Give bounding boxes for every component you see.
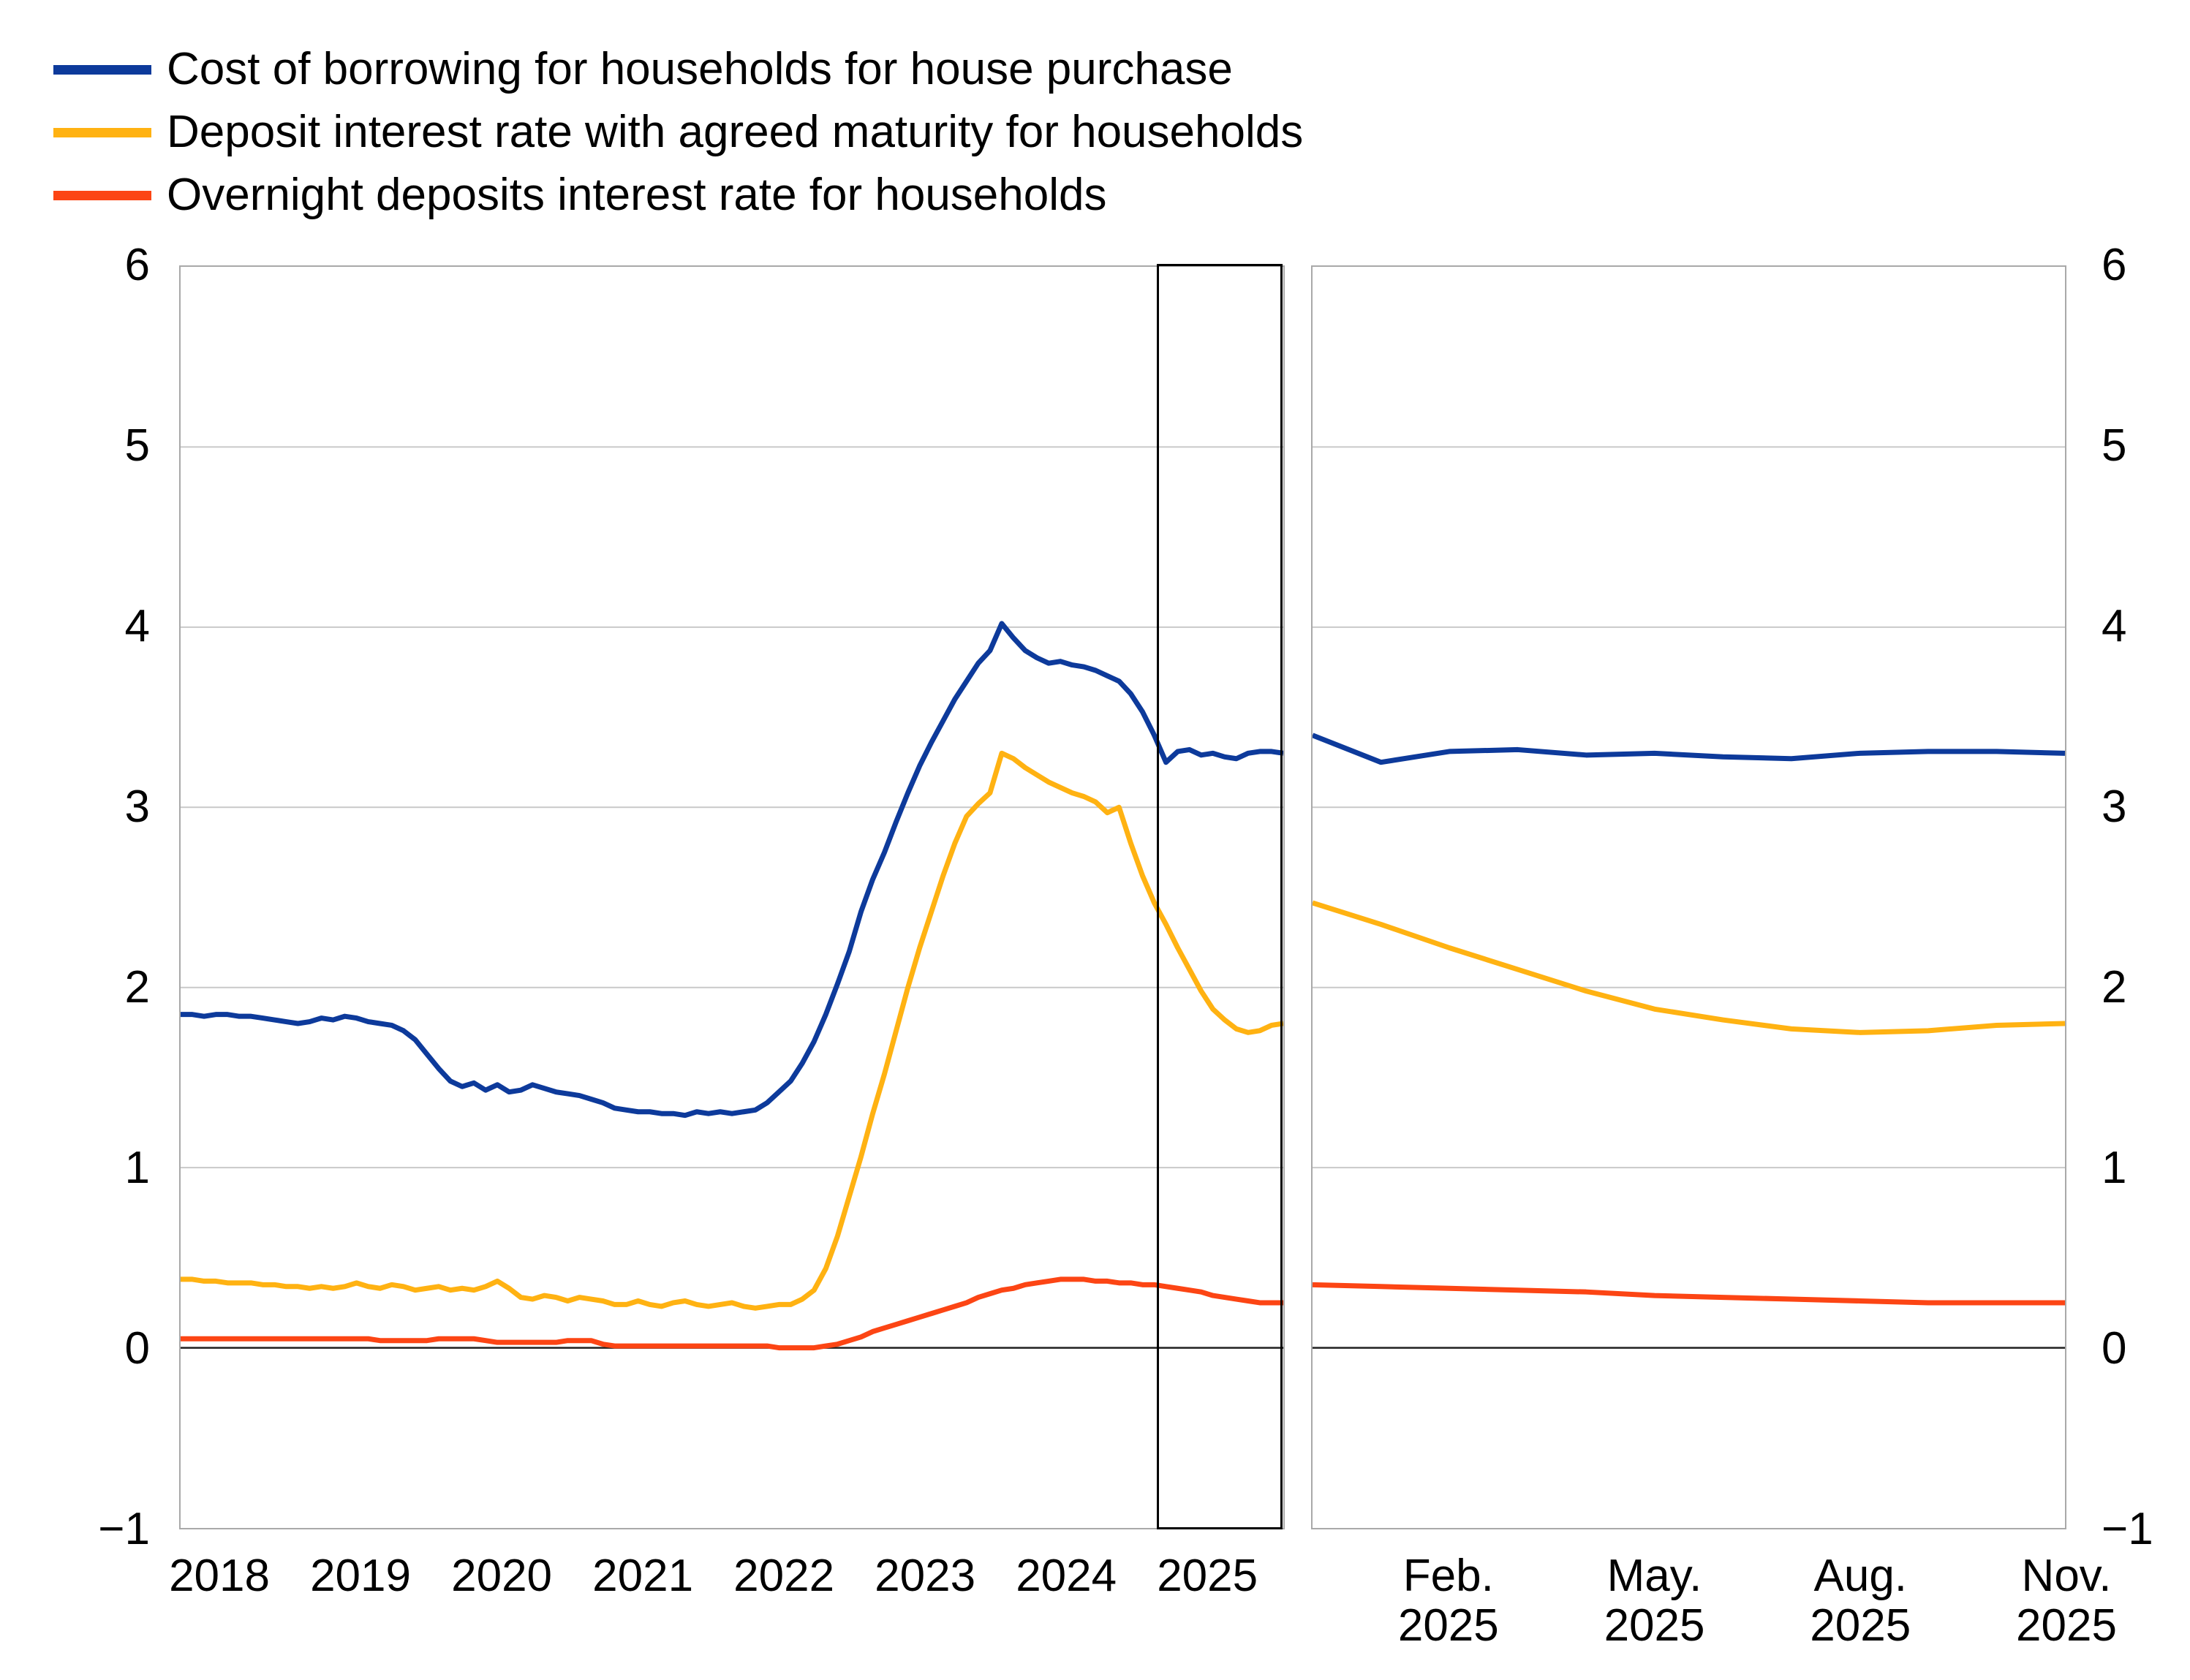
series-line: [181, 624, 1283, 1116]
legend: Cost of borrowing for households for hou…: [53, 38, 1303, 227]
main-chart-plot: [181, 267, 1283, 1528]
y-tick-label: 1: [124, 1143, 150, 1193]
y-tick-label: −1: [98, 1504, 150, 1554]
y-tick-label: 4: [124, 601, 150, 651]
y-tick-label: 2: [2102, 962, 2127, 1013]
x-tick-month-year: 2025: [2016, 1600, 2117, 1651]
x-tick-month-year: 2025: [1604, 1600, 1705, 1651]
y-tick-label: 0: [2102, 1323, 2127, 1374]
legend-label: Deposit interest rate with agreed maturi…: [167, 107, 1304, 157]
x-tick-year: 2020: [451, 1551, 553, 1601]
x-axis-months: Feb. 2025 May. 2025 Aug. 2025 Nov. 2025: [1311, 1551, 2117, 1661]
main-chart-panel: [179, 265, 1285, 1529]
series-line: [181, 753, 1283, 1308]
x-tick-year: 2018: [169, 1551, 270, 1601]
y-tick-label: 3: [2102, 782, 2127, 832]
x-tick-year: 2022: [733, 1551, 835, 1601]
x-tick-month: Nov. 2025: [2016, 1551, 2117, 1651]
x-tick-year: 2021: [592, 1551, 694, 1601]
x-tick-year: 2023: [875, 1551, 976, 1601]
y-tick-label: 6: [2102, 240, 2127, 290]
legend-item-overnight-deposits: Overnight deposits interest rate for hou…: [53, 164, 1303, 227]
legend-label: Overnight deposits interest rate for hou…: [167, 170, 1107, 220]
y-tick-label: 6: [124, 240, 150, 290]
legend-label: Cost of borrowing for households for hou…: [167, 44, 1233, 94]
x-tick-month-year: 2025: [1810, 1600, 1911, 1651]
legend-line-blue-icon: [53, 64, 151, 75]
series-line: [181, 1279, 1283, 1348]
x-tick-month: Feb. 2025: [1397, 1551, 1499, 1651]
y-tick-label: 5: [2102, 420, 2127, 471]
x-tick-year: 2024: [1016, 1551, 1117, 1601]
y-tick-label: 2: [124, 962, 150, 1013]
y-tick-label: 4: [2102, 601, 2127, 651]
detail-chart-panel: [1311, 265, 2066, 1529]
detail-chart-plot: [1313, 267, 2065, 1528]
legend-item-cost-of-borrowing: Cost of borrowing for households for hou…: [53, 38, 1303, 101]
y-tick-label: 3: [124, 782, 150, 832]
legend-item-deposit-agreed-maturity: Deposit interest rate with agreed maturi…: [53, 101, 1303, 164]
x-tick-month: Aug. 2025: [1810, 1551, 1911, 1651]
series-line: [1313, 903, 2065, 1032]
x-axis-years: 2018 2019 2020 2021 2022 2023 2024 2025: [169, 1551, 1285, 1661]
x-tick-year: 2019: [310, 1551, 412, 1601]
legend-line-red-icon: [53, 190, 151, 200]
y-tick-label: 5: [124, 420, 150, 471]
y-axis-left: 6 5 4 3 2 1 0 −1: [0, 0, 150, 1680]
x-tick-month: May. 2025: [1604, 1551, 1705, 1651]
y-tick-label: 0: [124, 1323, 150, 1374]
series-line: [1313, 1284, 2065, 1303]
series-line: [1313, 735, 2065, 763]
x-tick-month-year: 2025: [1397, 1600, 1499, 1651]
y-tick-label: −1: [2102, 1504, 2153, 1554]
legend-line-yellow-icon: [53, 127, 151, 137]
highlight-box-2025: [1157, 264, 1283, 1529]
y-axis-right: 6 5 4 3 2 1 0 −1: [2102, 0, 2190, 1680]
x-tick-year: 2025: [1157, 1551, 1258, 1601]
y-tick-label: 1: [2102, 1143, 2127, 1193]
